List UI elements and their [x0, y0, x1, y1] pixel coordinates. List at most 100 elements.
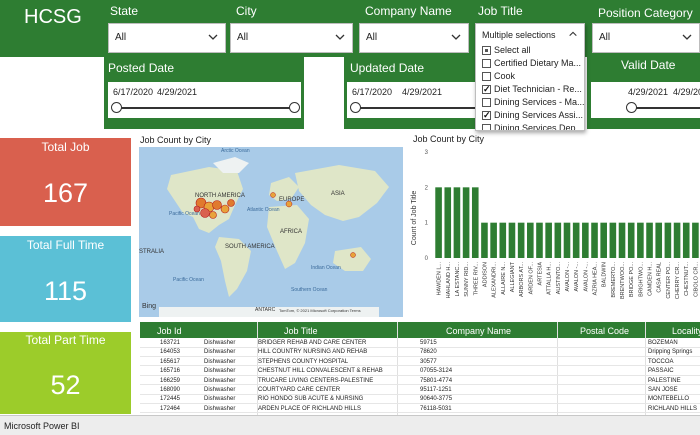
- bar[interactable]: [627, 222, 635, 258]
- bar[interactable]: [527, 222, 534, 258]
- bar[interactable]: [517, 222, 525, 258]
- bar[interactable]: [637, 222, 644, 258]
- city-dropdown[interactable]: All: [230, 23, 353, 53]
- x-tick-label: ADDISON: [482, 262, 488, 287]
- table-row[interactable]: 163721 Dishwasher BRIDGER REHAB AND CARE C…: [140, 339, 700, 348]
- table-cell: TOCCOA: [648, 358, 674, 365]
- x-tick-label: ALLEGIANT: [510, 261, 516, 292]
- column-header-company[interactable]: Company Name: [446, 326, 512, 336]
- table-row[interactable]: 165716 Dishwasher CHESTNUT HILL CONVALESCE…: [140, 367, 700, 376]
- checkbox-icon[interactable]: [482, 109, 491, 122]
- bar[interactable]: [444, 187, 452, 258]
- checkbox-icon[interactable]: [482, 83, 491, 96]
- job-title-option[interactable]: Cook: [476, 70, 584, 83]
- column-header-locality[interactable]: Locality: [672, 326, 700, 336]
- city-bubble[interactable]: [270, 192, 276, 198]
- slider-start-handle[interactable]: [350, 102, 361, 113]
- posted-date-slider[interactable]: 6/17/2020 4/29/2021: [108, 82, 301, 118]
- bar[interactable]: [554, 222, 562, 258]
- company-dropdown[interactable]: All: [359, 23, 469, 53]
- job-title-option[interactable]: Dining Services Dep...: [476, 122, 584, 130]
- job-title-dropdown[interactable]: Multiple selections Select all Certified …: [475, 23, 585, 131]
- city-bubble[interactable]: [350, 252, 356, 258]
- bar[interactable]: [673, 222, 681, 258]
- bar[interactable]: [692, 222, 699, 258]
- bar[interactable]: [435, 187, 442, 258]
- city-bubble[interactable]: [285, 200, 293, 208]
- x-tick-label: LA ESTANC...: [455, 262, 461, 297]
- table-row[interactable]: 164053 Dishwasher HILL COUNTRY NURSING AND…: [140, 348, 700, 357]
- city-bubble[interactable]: [220, 204, 230, 214]
- bar[interactable]: [481, 222, 488, 258]
- bar[interactable]: [646, 222, 653, 258]
- column-header-job-id[interactable]: Job Id: [157, 326, 182, 336]
- state-dropdown[interactable]: All: [108, 23, 226, 53]
- chevron-up-icon[interactable]: [568, 29, 578, 39]
- city-bubble[interactable]: [209, 211, 217, 219]
- checkbox-icon[interactable]: [482, 98, 491, 107]
- table-row[interactable]: 165617 Dishwasher STEPHENS COUNTY HOSPITAL…: [140, 358, 700, 367]
- checkbox-icon[interactable]: [482, 124, 491, 130]
- bar-chart-bars[interactable]: [435, 187, 699, 258]
- job-title-option[interactable]: Dining Services - Ma...: [476, 96, 584, 109]
- bubble-map[interactable]: Arctic Ocean NORTH AMERICA EUROPE ASIA A…: [139, 147, 403, 317]
- city-bubble[interactable]: [227, 199, 235, 207]
- map-label: ASIA: [331, 191, 345, 197]
- updated-date-slider[interactable]: 6/17/2020 4/29/2021: [347, 82, 477, 118]
- job-count-bar-chart[interactable]: Count of Job Title 3 2 1 0 HAWDEN L... HAHLA…: [408, 146, 700, 302]
- bar[interactable]: [563, 222, 571, 258]
- bar[interactable]: [536, 222, 543, 258]
- bar[interactable]: [471, 187, 479, 258]
- europe-shape: [269, 177, 299, 201]
- bar[interactable]: [453, 187, 461, 258]
- bar[interactable]: [682, 222, 690, 258]
- position-dropdown[interactable]: All: [592, 23, 700, 53]
- table-row[interactable]: 166259 Dishwasher TRUCARE LIVING CENTERS-P…: [140, 377, 700, 386]
- job-title-option[interactable]: Select all: [476, 44, 584, 57]
- bar[interactable]: [545, 222, 552, 258]
- job-title-option[interactable]: Dining Services Assi...: [476, 109, 584, 122]
- job-title-option[interactable]: Certified Dietary Ma...: [476, 57, 584, 70]
- table-cell: RICHLAND HILLS: [648, 405, 698, 412]
- bar[interactable]: [499, 222, 507, 258]
- bar[interactable]: [655, 222, 663, 258]
- bar[interactable]: [490, 222, 497, 258]
- city-bubble[interactable]: [212, 200, 222, 210]
- slider-end-handle[interactable]: [289, 102, 300, 113]
- slider-start-handle[interactable]: [626, 102, 637, 113]
- city-bubble[interactable]: [193, 205, 201, 213]
- bar[interactable]: [609, 222, 617, 258]
- bar[interactable]: [600, 222, 607, 258]
- map-label: Indian Ocean: [311, 265, 341, 271]
- bar[interactable]: [618, 222, 626, 258]
- checkbox-icon[interactable]: [482, 72, 491, 81]
- state-dropdown-value: All: [115, 32, 127, 43]
- table-cell: Dishwasher: [204, 405, 236, 412]
- table-cell: 165716: [160, 368, 181, 375]
- column-header-job-title[interactable]: Job Title: [284, 326, 318, 336]
- job-title-option-label: Select all: [494, 45, 531, 55]
- slider-track: [116, 107, 296, 109]
- x-tick-label: ARBORS AT...: [519, 262, 525, 298]
- world-map[interactable]: [139, 147, 403, 317]
- job-title-option[interactable]: Diet Technician - Re...: [476, 83, 584, 96]
- bar[interactable]: [582, 222, 589, 258]
- bar[interactable]: [591, 222, 598, 258]
- bar[interactable]: [508, 222, 516, 258]
- checkbox-icon[interactable]: [482, 46, 491, 55]
- position-filter-label: Position Category: [598, 6, 693, 20]
- table-row[interactable]: 168090 Dishwasher COURTYARD CARE CENTER 951…: [140, 386, 700, 395]
- map-label: Pacific Ocean: [169, 211, 200, 217]
- bar[interactable]: [462, 187, 470, 258]
- job-title-dropdown-value[interactable]: Multiple selections: [476, 24, 584, 44]
- column-header-postal-code[interactable]: Postal Code: [580, 326, 630, 336]
- slider-start-handle[interactable]: [111, 102, 122, 113]
- job-city-bubbles[interactable]: [193, 192, 356, 258]
- valid-date-slider[interactable]: 4/29/2021 4/29/2021: [591, 82, 700, 118]
- city-bubble[interactable]: [200, 208, 210, 218]
- checkbox-icon[interactable]: [482, 59, 491, 68]
- bar[interactable]: [572, 222, 580, 258]
- table-row[interactable]: 172445 Dishwasher RIO HONDO SUB ACUTE & NU…: [140, 395, 700, 404]
- bar[interactable]: [664, 222, 672, 258]
- table-row[interactable]: 172464 Dishwasher ARDEN PLACE OF RICHLAND …: [140, 405, 700, 414]
